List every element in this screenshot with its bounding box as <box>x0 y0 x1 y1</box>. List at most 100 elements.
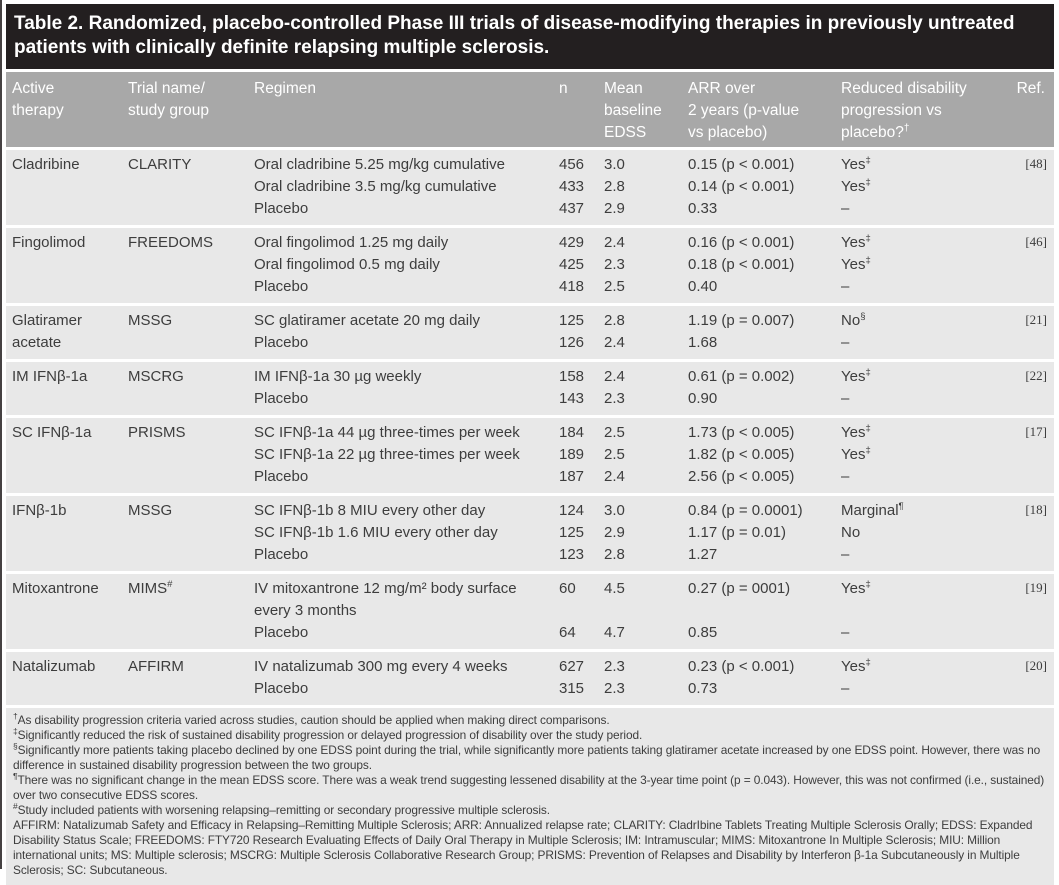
edss-cell: 2.3 <box>604 390 625 407</box>
trial-cell: FREEDOMS <box>128 234 214 251</box>
trial-cell: PRISMS <box>128 424 186 441</box>
n-cell: 124 <box>559 502 585 519</box>
trial-group: Mitoxantrone MIMS# [19] IV mitoxantrone 12 … <box>6 574 1054 649</box>
therapy-cell: Glatiramer acetate <box>12 312 83 351</box>
reduced-cell: – <box>841 200 850 217</box>
edss-cell: 2.4 <box>604 334 625 351</box>
n-cell: 456 <box>559 156 585 173</box>
n-cell: 187 <box>559 468 585 485</box>
trial-cell: CLARITY <box>128 156 192 173</box>
trial-cell: MSSG <box>128 312 173 329</box>
ref-cell: [46] <box>1025 234 1047 249</box>
n-cell: 123 <box>559 546 585 563</box>
regimen-cell: SC IFNβ-1b 8 MIU every other day <box>254 502 486 519</box>
arr-cell: 0.40 <box>688 278 718 295</box>
reduced-cell: No§ <box>841 311 866 329</box>
edss-cell: 2.4 <box>604 234 625 251</box>
reduced-cell: Yes‡ <box>841 233 871 251</box>
regimen-cell: Placebo <box>254 390 309 407</box>
reduced-cell: – <box>841 390 850 407</box>
edss-cell: 2.5 <box>604 424 625 441</box>
edss-cell: 3.0 <box>604 502 625 519</box>
column-header-reduced-disability: Reduced disability progression vs placeb… <box>841 80 967 141</box>
arr-cell: 0.90 <box>688 390 718 407</box>
abbreviations-note: AFFIRM: Natalizumab Safety and Efficacy … <box>13 818 1033 877</box>
edss-cell: 4.7 <box>604 624 625 641</box>
regimen-cell: IV mitoxantrone 12 mg/m² body surface ev… <box>254 580 517 619</box>
arr-cell: 0.14 (p < 0.001) <box>688 178 795 195</box>
edss-cell: 2.3 <box>604 680 625 697</box>
column-header-ref: Ref. <box>1016 80 1045 97</box>
arr-cell: 1.82 (p < 0.005) <box>688 446 795 463</box>
edss-cell: 2.9 <box>604 200 625 217</box>
therapy-cell: SC IFNβ-1a <box>12 424 92 441</box>
arr-cell: 1.27 <box>688 546 718 563</box>
n-cell: 189 <box>559 446 585 463</box>
n-cell: 158 <box>559 368 585 385</box>
n-cell: 437 <box>559 200 585 217</box>
regimen-cell: Placebo <box>254 624 309 641</box>
footnote: †As disability progression criteria vari… <box>13 711 610 727</box>
edss-cell: 2.3 <box>604 256 625 273</box>
n-cell: 418 <box>559 278 585 295</box>
n-cell: 627 <box>559 658 585 675</box>
trial-group: Cladribine CLARITY [48] Oral cladribine 5.2… <box>6 150 1054 225</box>
ref-cell: [17] <box>1025 424 1047 439</box>
trial-cell: MSSG <box>128 502 173 519</box>
therapy-cell: Fingolimod <box>12 234 86 251</box>
table-2: Table 2. Randomized, placebo-controlled … <box>6 4 1054 885</box>
arr-cell: 0.33 <box>688 200 718 217</box>
arr-cell: 0.23 (p < 0.001) <box>688 658 795 675</box>
trial-group: IM IFNβ-1a MSCRG [22] IM IFNβ-1a 30 µg week… <box>6 362 1054 415</box>
n-cell: 126 <box>559 334 585 351</box>
ref-cell: [19] <box>1025 580 1047 595</box>
arr-cell: 2.56 (p < 0.005) <box>688 468 795 485</box>
n-cell: 425 <box>559 256 585 273</box>
regimen-cell: Oral fingolimod 0.5 mg daily <box>254 256 440 273</box>
reduced-cell: Yes‡ <box>841 423 871 441</box>
footnote: ‡Significantly reduced the risk of susta… <box>13 726 643 742</box>
table-body: Cladribine CLARITY [48] Oral cladribine 5.2… <box>6 150 1054 705</box>
arr-cell: 0.61 (p = 0.002) <box>688 368 795 385</box>
n-cell: 184 <box>559 424 585 441</box>
therapy-cell: IM IFNβ-1a <box>12 368 88 385</box>
column-header-arr: ARR over 2 years (p-value vs placebo) <box>688 80 800 141</box>
n-cell: 64 <box>559 624 576 641</box>
reduced-cell: Yes‡ <box>841 579 871 597</box>
regimen-cell: SC IFNβ-1a 22 µg three-times per week <box>254 446 520 463</box>
edss-cell: 2.5 <box>604 446 625 463</box>
table-title: Table 2. Randomized, placebo-controlled … <box>6 4 1054 69</box>
edss-cell: 4.5 <box>604 580 625 597</box>
reduced-cell: No <box>841 524 861 541</box>
column-header-trial-name: Trial name/ study group <box>128 80 209 119</box>
reduced-cell: – <box>841 546 850 563</box>
arr-cell: 0.16 (p < 0.001) <box>688 234 795 251</box>
trial-group: IFNβ-1b MSSG [18] SC IFNβ-1b 8 MIU every ot… <box>6 496 1054 571</box>
regimen-cell: SC IFNβ-1b 1.6 MIU every other day <box>254 524 498 541</box>
edss-cell: 2.8 <box>604 312 625 329</box>
trial-cell: AFFIRM <box>128 658 184 675</box>
ref-cell: [48] <box>1025 156 1047 171</box>
therapy-cell: IFNβ-1b <box>12 502 67 519</box>
table-header-row: Active therapy Trial name/ study group Reg… <box>6 72 1054 147</box>
therapy-cell: Mitoxantrone <box>12 580 99 597</box>
footnote: §Significantly more patients taking plac… <box>13 741 1041 772</box>
table-footnotes: †As disability progression criteria vari… <box>6 708 1054 885</box>
regimen-cell: Oral cladribine 5.25 mg/kg cumulative <box>254 156 505 173</box>
footnote: #Study included patients with worsening … <box>13 801 550 817</box>
n-cell: 125 <box>559 524 585 541</box>
column-header-regimen: Regimen <box>254 80 317 97</box>
reduced-cell: – <box>841 680 850 697</box>
edss-cell: 2.3 <box>604 658 625 675</box>
arr-cell: 0.73 <box>688 680 718 697</box>
reduced-cell: – <box>841 624 850 641</box>
trial-group: SC IFNβ-1a PRISMS [17] SC IFNβ-1a 44 µg thr… <box>6 418 1054 493</box>
trial-group: Natalizumab AFFIRM [20] IV natalizumab 300 … <box>6 652 1054 705</box>
edss-cell: 3.0 <box>604 156 625 173</box>
regimen-cell: Placebo <box>254 200 309 217</box>
ref-cell: [18] <box>1025 502 1047 517</box>
trial-cell: MSCRG <box>128 368 184 385</box>
footnote: ¶There was no significant change in the … <box>13 771 1045 802</box>
arr-cell: 0.84 (p = 0.0001) <box>688 502 803 519</box>
